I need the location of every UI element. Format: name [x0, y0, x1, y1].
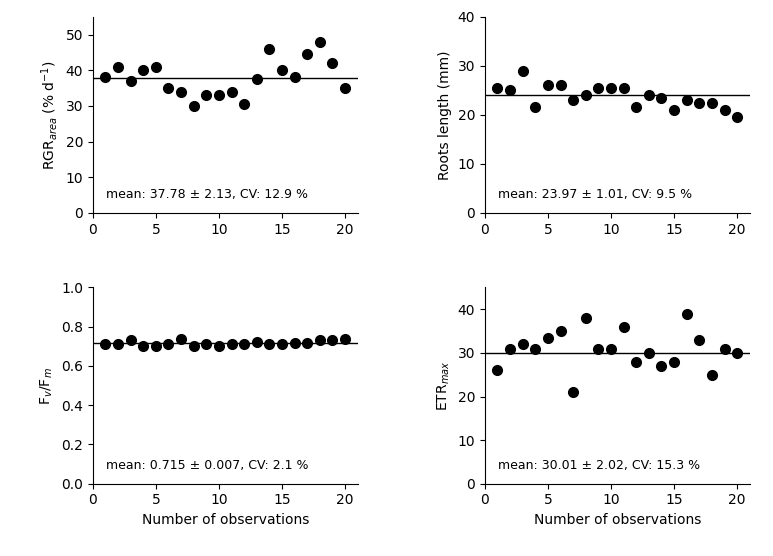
Point [567, 388, 580, 396]
Point [656, 93, 668, 102]
Point [618, 83, 630, 92]
Point [276, 66, 288, 75]
X-axis label: Number of observations: Number of observations [533, 513, 701, 527]
Point [706, 370, 718, 379]
Point [339, 83, 351, 92]
Point [516, 66, 529, 75]
Point [504, 344, 516, 353]
Point [630, 357, 642, 366]
Point [314, 37, 326, 46]
Point [263, 44, 275, 53]
Point [642, 91, 655, 100]
Point [276, 340, 288, 349]
Point [492, 366, 504, 375]
Point [580, 91, 592, 100]
Point [314, 336, 326, 345]
Point [263, 340, 275, 349]
Point [492, 83, 504, 92]
Point [150, 342, 162, 351]
Point [554, 326, 567, 335]
Point [213, 91, 225, 100]
Point [630, 103, 642, 112]
Point [642, 349, 655, 358]
Point [137, 342, 149, 351]
Y-axis label: F$_v$/F$_m$: F$_v$/F$_m$ [39, 366, 56, 405]
Point [250, 338, 263, 347]
Point [188, 101, 200, 110]
Point [718, 344, 730, 353]
Point [680, 96, 693, 105]
Point [112, 62, 124, 71]
Point [124, 77, 137, 86]
Point [99, 340, 111, 349]
Point [162, 340, 175, 349]
Point [339, 334, 351, 343]
Point [250, 75, 263, 83]
Point [706, 98, 718, 107]
Point [680, 309, 693, 318]
Point [567, 96, 580, 105]
Point [554, 81, 567, 90]
Point [530, 344, 542, 353]
Point [542, 81, 554, 90]
Point [618, 322, 630, 331]
Text: mean: 30.01 ± 2.02, CV: 15.3 %: mean: 30.01 ± 2.02, CV: 15.3 % [498, 459, 700, 472]
Point [731, 113, 744, 122]
Point [288, 73, 301, 82]
Point [731, 349, 744, 358]
Point [516, 340, 529, 349]
Point [656, 361, 668, 370]
Point [99, 73, 111, 82]
Point [124, 336, 137, 345]
X-axis label: Number of observations: Number of observations [141, 513, 309, 527]
Point [693, 335, 706, 344]
Y-axis label: Roots length (mm): Roots length (mm) [438, 50, 452, 180]
Point [326, 58, 339, 67]
Point [238, 100, 250, 108]
Point [592, 83, 604, 92]
Point [175, 87, 187, 96]
Point [693, 98, 706, 107]
Y-axis label: RGR$_{area}$ (% d$^{-1}$): RGR$_{area}$ (% d$^{-1}$) [39, 60, 60, 170]
Point [592, 344, 604, 353]
Point [213, 342, 225, 351]
Point [326, 336, 339, 345]
Point [238, 340, 250, 349]
Point [112, 340, 124, 349]
Point [718, 106, 730, 115]
Point [604, 83, 617, 92]
Point [668, 357, 680, 366]
Text: mean: 23.97 ± 1.01, CV: 9.5 %: mean: 23.97 ± 1.01, CV: 9.5 % [498, 188, 693, 201]
Point [580, 314, 592, 322]
Text: mean: 37.78 ± 2.13, CV: 12.9 %: mean: 37.78 ± 2.13, CV: 12.9 % [106, 188, 308, 201]
Point [200, 91, 213, 100]
Point [288, 339, 301, 348]
Point [301, 339, 313, 348]
Point [150, 62, 162, 71]
Point [226, 340, 238, 349]
Point [530, 103, 542, 112]
Point [175, 334, 187, 343]
Point [200, 340, 213, 349]
Point [542, 333, 554, 342]
Point [188, 342, 200, 351]
Point [301, 49, 313, 58]
Point [137, 66, 149, 75]
Point [162, 83, 175, 92]
Point [604, 344, 617, 353]
Point [226, 87, 238, 96]
Text: mean: 0.715 ± 0.007, CV: 2.1 %: mean: 0.715 ± 0.007, CV: 2.1 % [106, 459, 308, 472]
Point [504, 86, 516, 95]
Y-axis label: ETR$_{max}$: ETR$_{max}$ [435, 360, 452, 411]
Point [668, 106, 680, 115]
